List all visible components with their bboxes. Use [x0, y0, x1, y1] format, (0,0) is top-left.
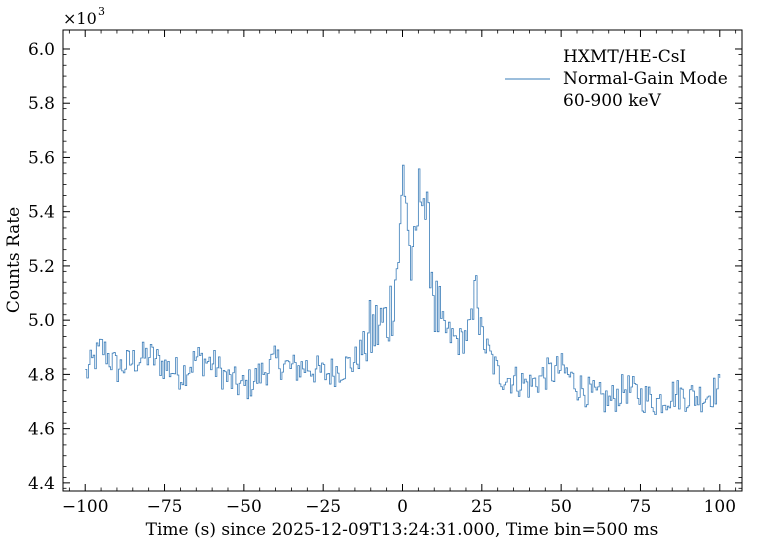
major-ticks: [63, 30, 742, 491]
y-tick-label: 5.2: [28, 257, 55, 277]
x-tick-label: 25: [471, 497, 493, 517]
series-line: [85, 164, 721, 415]
x-tick-labels: −100 −75 −50 −25 0 25 50 75 100: [62, 497, 736, 517]
x-axis-label: Time (s) since 2025-12-09T13:24:31.000, …: [146, 520, 659, 540]
y-tick-label: 4.4: [28, 474, 55, 494]
y-tick-label: 5.4: [28, 203, 55, 223]
legend-line-2: Normal-Gain Mode: [563, 69, 728, 89]
minor-ticks: [63, 30, 742, 491]
x-tick-label: 75: [630, 497, 652, 517]
legend-line-1: HXMT/HE-CsI: [563, 47, 686, 67]
x-tick-label: 50: [550, 497, 572, 517]
x-tick-label: −25: [305, 497, 341, 517]
y-multiplier-exponent: 3: [98, 5, 105, 18]
y-axis-label: Counts Rate: [4, 207, 24, 313]
y-tick-label: 4.8: [28, 365, 55, 385]
y-tick-label: 5.6: [28, 148, 55, 168]
y-tick-labels: 4.4 4.6 4.8 5.0 5.2 5.4 5.6 5.8 6.0: [28, 40, 55, 494]
y-tick-label: 4.6: [28, 420, 55, 440]
y-multiplier: ×10 3: [63, 5, 105, 28]
y-tick-label: 5.0: [28, 311, 55, 331]
legend-line-3: 60-900 keV: [563, 91, 662, 111]
x-tick-label: −75: [147, 497, 183, 517]
x-tick-label: −50: [226, 497, 262, 517]
x-tick-label: 0: [397, 497, 408, 517]
x-tick-label: −100: [62, 497, 109, 517]
y-tick-label: 5.8: [28, 94, 55, 114]
y-tick-label: 6.0: [28, 40, 55, 60]
legend: HXMT/HE-CsI Normal-Gain Mode 60-900 keV: [505, 47, 728, 111]
x-tick-label: 100: [704, 497, 736, 517]
series-layer: [85, 164, 721, 415]
y-multiplier-base: ×10: [63, 9, 97, 28]
